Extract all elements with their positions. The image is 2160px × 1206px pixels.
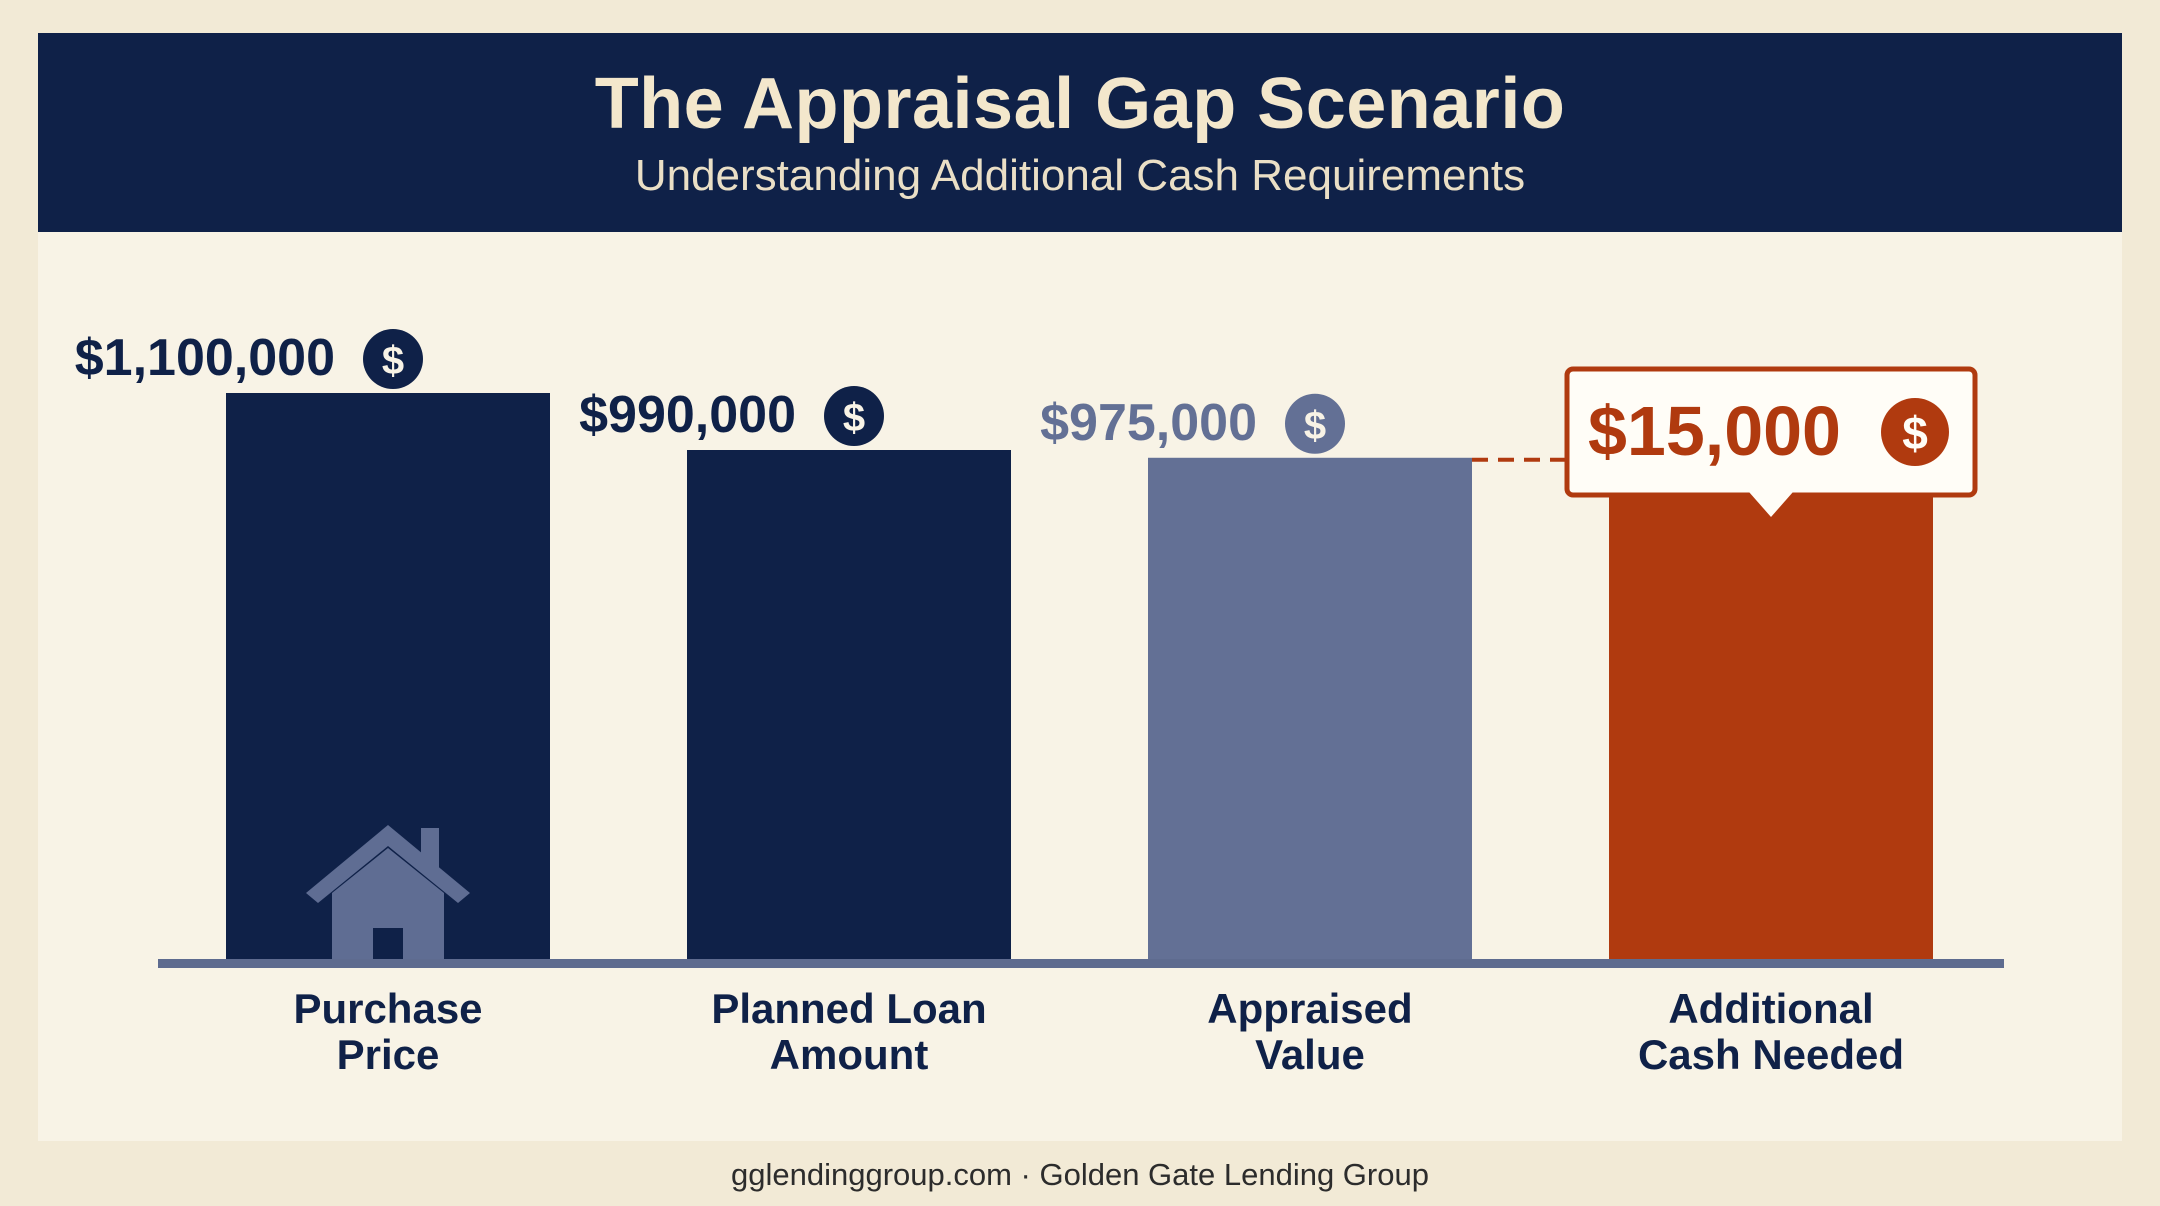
value-label-3: $975,000 xyxy=(1040,394,1257,452)
dollar-badge-icon xyxy=(1285,393,1345,454)
house-icon xyxy=(306,825,470,963)
dollar-badge-icon xyxy=(824,386,884,446)
value-label-2: $990,000 xyxy=(579,386,796,444)
category-label-line: Cash Needed xyxy=(1637,1031,1905,1078)
category-label-line: Planned Loan xyxy=(711,985,987,1032)
dollar-badge-symbol: $ xyxy=(1902,407,1928,459)
page-subtitle: Understanding Additional Cash Requiremen… xyxy=(634,151,1526,200)
dollar-badge-icon xyxy=(363,329,423,389)
dollar-badge-symbol: $ xyxy=(1304,404,1326,448)
value-label-4: $15,000 xyxy=(1588,392,1841,470)
category-label-1: Purchase Price xyxy=(178,986,598,1078)
bar-2 xyxy=(687,450,1011,963)
category-label-2: Planned Loan Amount xyxy=(639,986,1059,1078)
page-title: The Appraisal Gap Scenario xyxy=(594,64,1566,144)
header-banner: The Appraisal Gap Scenario Understanding… xyxy=(38,33,2122,232)
category-label-line: Purchase xyxy=(293,985,483,1032)
dollar-badge-symbol: $ xyxy=(382,339,404,383)
dollar-badge-icon xyxy=(1881,398,1949,466)
x-axis-line xyxy=(158,959,2004,968)
category-label-4: Additional Cash Needed xyxy=(1561,986,1981,1078)
category-label-3: Appraised Value xyxy=(1100,986,1520,1078)
value-label-1: $1,100,000 xyxy=(75,329,335,387)
footer-credit: gglendinggroup.com · Golden Gate Lending… xyxy=(731,1157,1429,1192)
category-label-line: Price xyxy=(336,1031,440,1078)
gap-callout: $15,000 $ xyxy=(1564,366,1978,517)
category-label-line: Value xyxy=(1255,1031,1365,1078)
category-label-line: Additional xyxy=(1668,985,1874,1032)
category-label-line: Amount xyxy=(769,1031,929,1078)
category-label-line: Appraised xyxy=(1207,985,1413,1032)
dollar-badge-symbol: $ xyxy=(843,396,865,440)
bar-3 xyxy=(1148,457,1472,963)
